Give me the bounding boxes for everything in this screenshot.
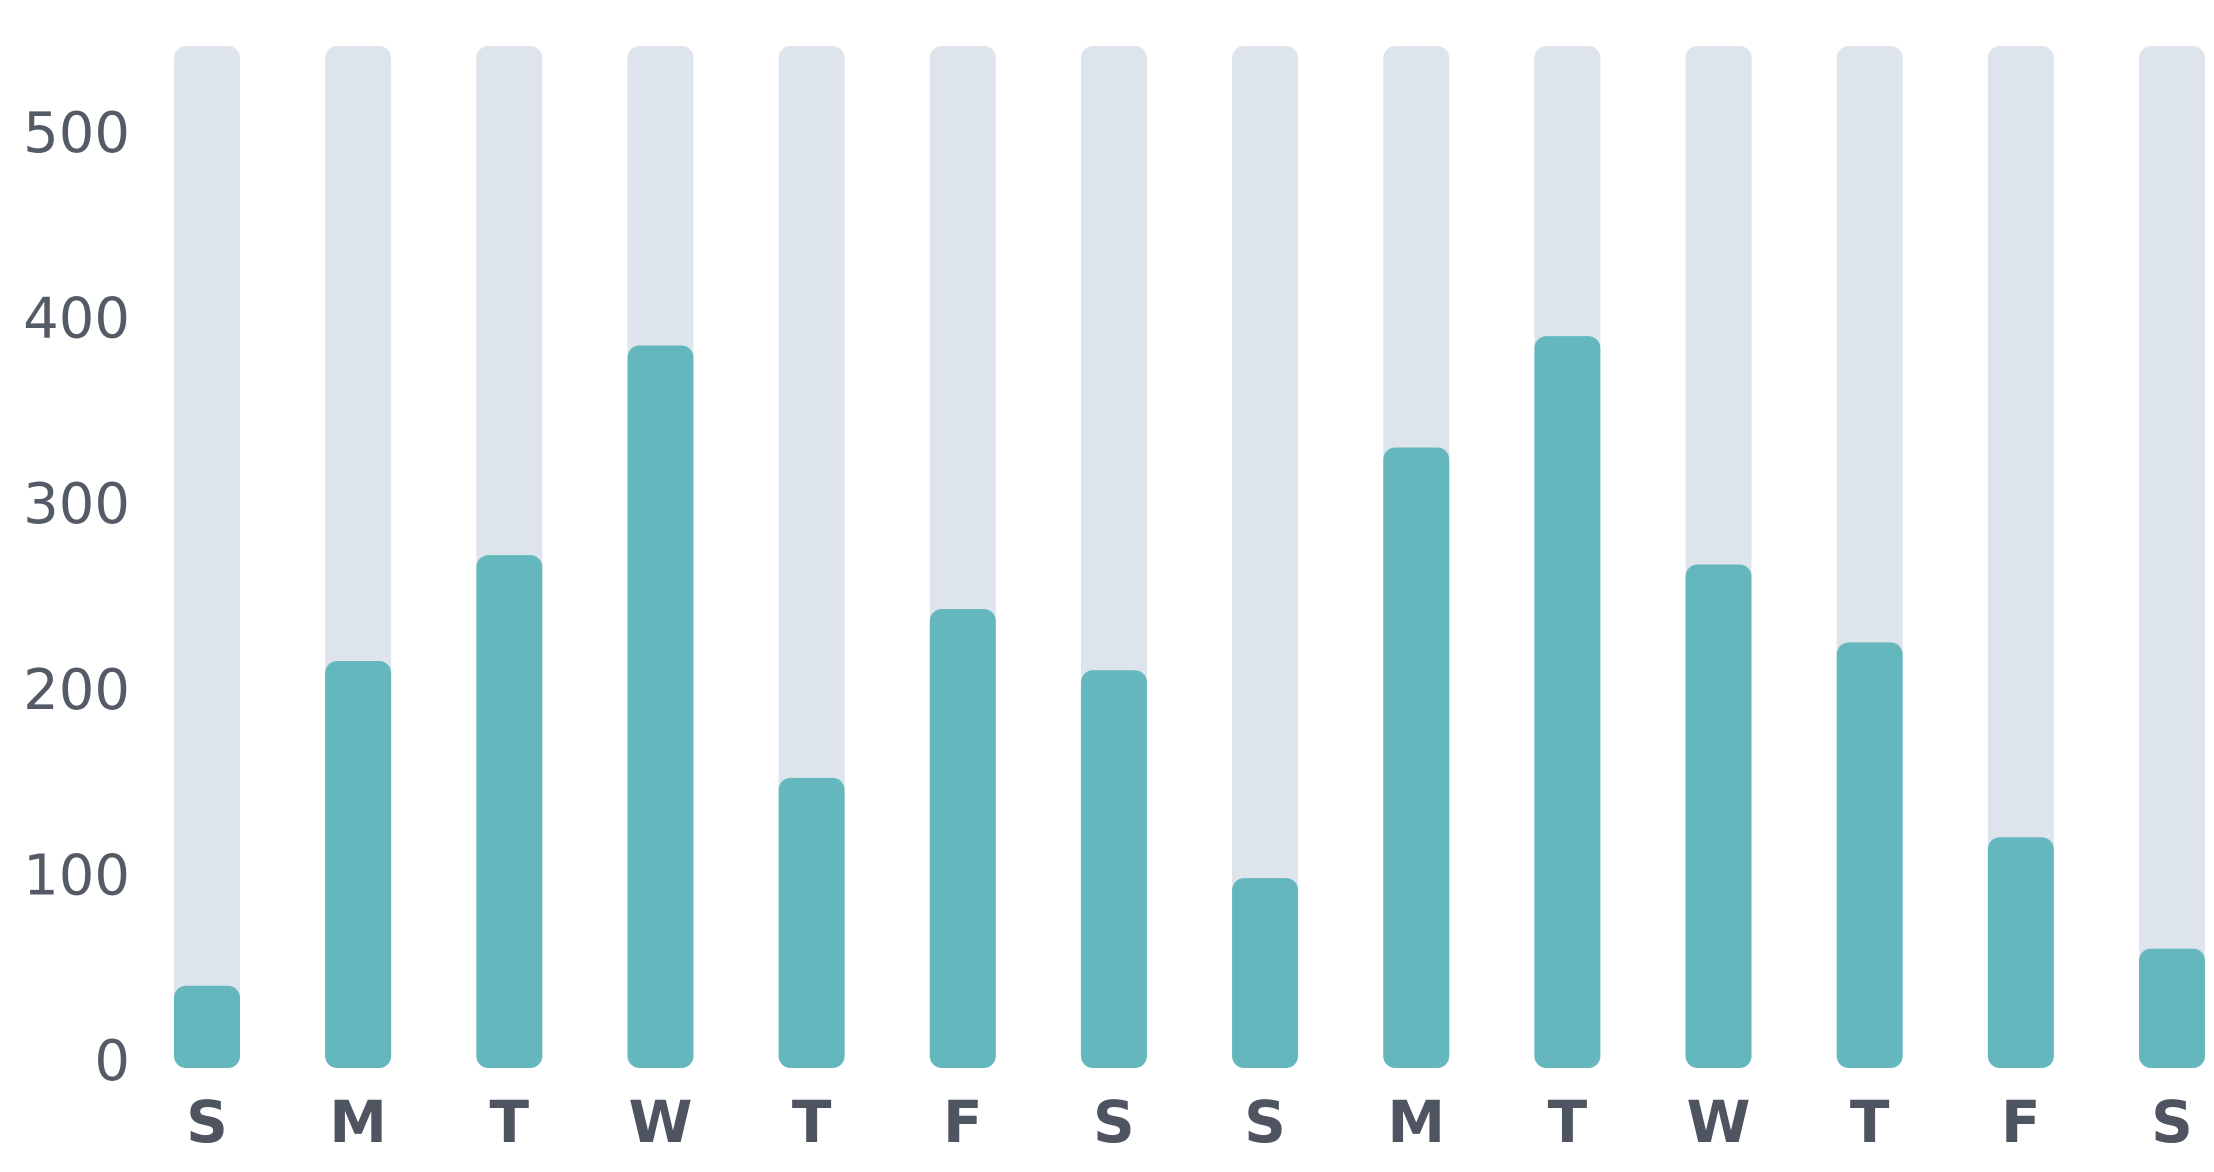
bar[interactable] [778, 777, 845, 1068]
y-axis: 0 100 200 300 400 500 [23, 101, 130, 1094]
bar[interactable] [929, 608, 996, 1068]
x-tick-label: M [1387, 1088, 1445, 1156]
bar[interactable] [1383, 447, 1450, 1068]
bar[interactable] [2139, 948, 2205, 1068]
x-tick-label: S [1244, 1088, 1286, 1156]
bar[interactable] [325, 660, 392, 1068]
bar[interactable] [1836, 642, 1903, 1068]
bars [174, 336, 2205, 1068]
y-tick-label: 200 [23, 658, 130, 723]
x-tick-label: T [1548, 1088, 1588, 1156]
y-tick-label: 300 [23, 472, 130, 537]
bar[interactable] [627, 345, 694, 1068]
bar[interactable] [1987, 837, 2054, 1068]
bar-track [2139, 46, 2205, 1068]
bar-track [174, 46, 240, 1068]
y-tick-label: 500 [23, 101, 130, 166]
x-tick-label: F [2001, 1088, 2041, 1156]
x-tick-label: S [186, 1088, 228, 1156]
bar[interactable] [174, 985, 240, 1068]
x-tick-label: S [1093, 1088, 1135, 1156]
y-tick-label: 0 [94, 1029, 130, 1094]
bar[interactable] [1080, 670, 1147, 1068]
x-tick-label: F [943, 1088, 983, 1156]
x-tick-label: S [2151, 1088, 2193, 1156]
x-tick-label: W [628, 1088, 692, 1156]
x-tick-label: W [1687, 1088, 1751, 1156]
x-tick-label: T [490, 1088, 530, 1156]
x-tick-label: T [792, 1088, 832, 1156]
bar[interactable] [1534, 336, 1601, 1068]
bar[interactable] [476, 555, 543, 1068]
bar[interactable] [1685, 564, 1752, 1068]
bar-track [1987, 46, 2054, 1068]
bar[interactable] [1232, 878, 1299, 1068]
y-tick-label: 400 [23, 287, 130, 352]
bar-track [1232, 46, 1299, 1068]
x-tick-label: T [1850, 1088, 1890, 1156]
x-tick-label: M [329, 1088, 387, 1156]
y-tick-label: 100 [23, 843, 130, 908]
